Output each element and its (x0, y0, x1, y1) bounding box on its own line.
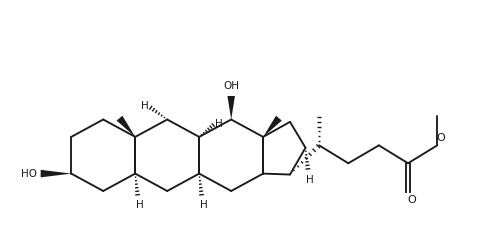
Text: HO: HO (22, 168, 38, 179)
Text: H: H (200, 201, 208, 210)
Text: OH: OH (223, 81, 239, 91)
Polygon shape (263, 116, 282, 137)
Text: H: H (141, 101, 149, 111)
Text: O: O (408, 195, 416, 205)
Text: H: H (215, 119, 223, 129)
Polygon shape (228, 96, 235, 120)
Polygon shape (116, 116, 135, 137)
Polygon shape (40, 170, 72, 177)
Text: O: O (436, 133, 446, 142)
Text: H: H (136, 201, 144, 210)
Text: H: H (306, 174, 314, 185)
